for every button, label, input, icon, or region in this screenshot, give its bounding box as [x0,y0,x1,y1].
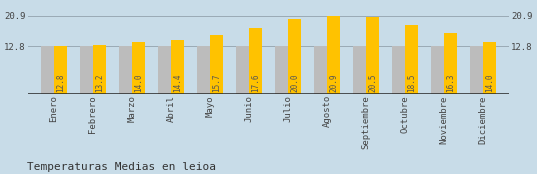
Text: 20.5: 20.5 [368,74,377,92]
Bar [132,42,144,94]
Bar [470,46,483,94]
Text: 12.8: 12.8 [56,74,65,92]
Bar [405,25,418,94]
Text: Temperaturas Medias en leioa: Temperaturas Medias en leioa [27,162,216,172]
Bar [41,46,54,94]
Bar [288,19,301,94]
Bar [158,46,171,94]
Bar [197,46,210,94]
Text: 15.7: 15.7 [212,74,221,92]
Bar [353,46,366,94]
Bar [393,46,405,94]
Bar [80,46,92,94]
Bar [210,35,223,94]
Bar [483,42,496,94]
Text: 14.4: 14.4 [173,74,182,92]
Text: 17.6: 17.6 [251,74,260,92]
Text: 14.0: 14.0 [485,74,494,92]
Bar [314,46,327,94]
Bar [119,46,132,94]
Bar [54,46,67,94]
Text: 20.0: 20.0 [290,74,299,92]
Text: 13.2: 13.2 [95,74,104,92]
Text: 20.9: 20.9 [329,74,338,92]
Bar [171,40,184,94]
Bar [236,46,249,94]
Bar [431,46,444,94]
Bar [93,45,106,94]
Bar [249,28,262,94]
Bar [275,46,288,94]
Text: 16.3: 16.3 [446,74,455,92]
Bar [445,33,457,94]
Text: 18.5: 18.5 [407,74,416,92]
Text: 14.0: 14.0 [134,74,143,92]
Bar [327,16,340,94]
Bar [366,17,379,94]
